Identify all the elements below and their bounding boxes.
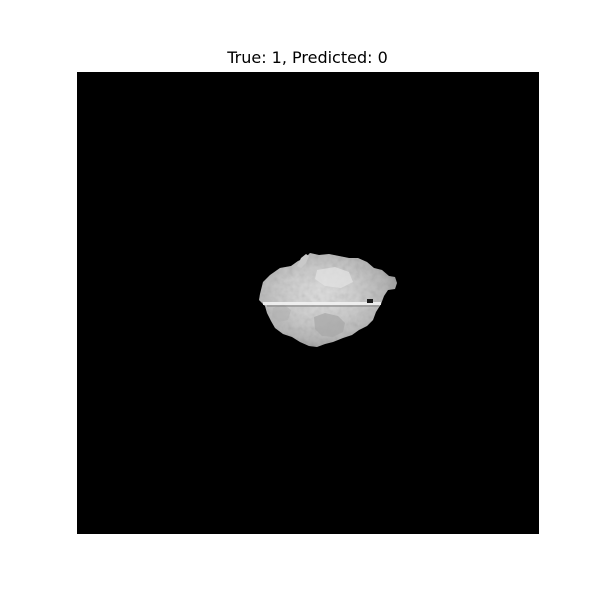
scan-blob-nub — [297, 254, 309, 268]
figure-title: True: 1, Predicted: 0 — [227, 48, 388, 67]
scan-blob-highlight — [315, 267, 353, 288]
scan-midline-shade — [267, 305, 379, 307]
image-panel — [77, 72, 539, 534]
scan-notch — [367, 299, 373, 303]
scan-midline — [263, 302, 381, 305]
scan-blob-shadow — [314, 313, 345, 337]
scan-blob — [259, 253, 397, 347]
scan-image — [77, 72, 539, 534]
scan-blob-shadow-left — [272, 304, 291, 322]
